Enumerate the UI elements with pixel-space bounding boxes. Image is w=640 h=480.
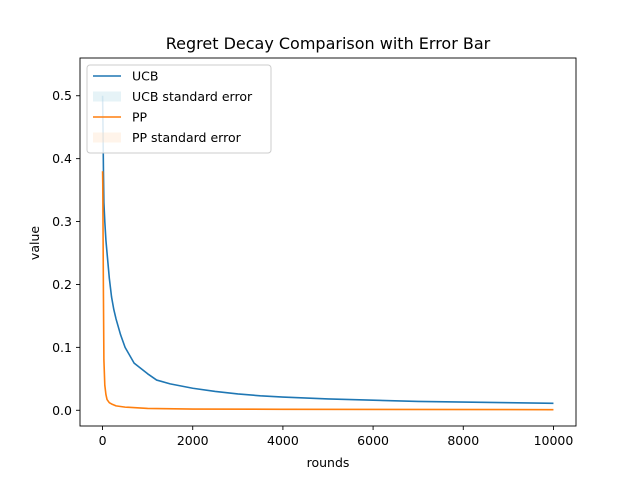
plot-frame bbox=[79, 57, 577, 427]
y-axis-label: value bbox=[27, 226, 42, 260]
legend-band-swatch bbox=[93, 132, 121, 143]
legend-band-swatch bbox=[93, 91, 121, 102]
y-tick-label: 0.1 bbox=[52, 340, 72, 355]
y-tick-label: 0.2 bbox=[52, 277, 72, 292]
series-line-pp bbox=[101, 171, 554, 411]
legend-box bbox=[86, 64, 272, 154]
y-tick-label: 0.3 bbox=[52, 214, 72, 229]
x-tick-label: 8000 bbox=[447, 433, 479, 448]
x-tick-label: 10000 bbox=[534, 433, 574, 448]
legend-entry-label: UCB standard error bbox=[132, 89, 253, 104]
x-tick-label: 6000 bbox=[357, 433, 389, 448]
x-tick-label: 0 bbox=[99, 433, 107, 448]
y-tick-label: 0.0 bbox=[52, 403, 72, 418]
axes-layer: 0 2000 4000 6000 8000 10000 0.0 0.1 0.2 0.3 0.4 0.5 bbox=[52, 57, 577, 448]
legend-entry-label: PP standard error bbox=[132, 130, 242, 145]
x-axis-label: rounds bbox=[307, 455, 350, 470]
series-line-ucb bbox=[101, 95, 554, 405]
y-tick-label: 0.4 bbox=[52, 151, 72, 166]
chart-title: Regret Decay Comparison with Error Bar bbox=[166, 34, 491, 53]
series-layer bbox=[101, 95, 554, 411]
x-tick-label: 2000 bbox=[177, 433, 209, 448]
legend: UCB UCB standard error PP PP standard error bbox=[86, 64, 272, 154]
y-tick-label: 0.5 bbox=[52, 88, 72, 103]
legend-entry-label: UCB bbox=[132, 69, 158, 84]
x-tick-label: 4000 bbox=[267, 433, 299, 448]
legend-entry-label: PP bbox=[132, 110, 148, 125]
